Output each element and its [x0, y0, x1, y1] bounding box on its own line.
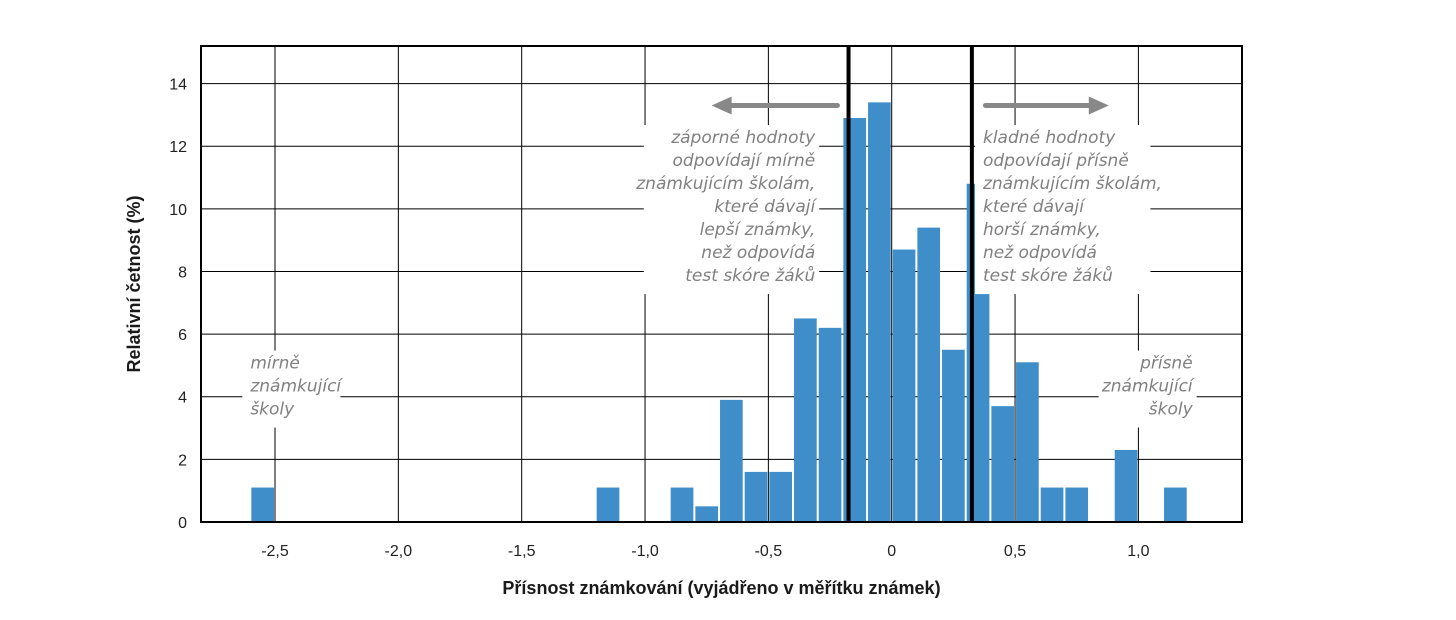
bar	[1040, 487, 1064, 522]
annotation-line: test skóre žáků	[685, 265, 815, 286]
bar	[1065, 487, 1089, 522]
y-tick-label: 6	[178, 327, 187, 344]
reference-lines	[846, 46, 974, 522]
bar	[1164, 487, 1187, 522]
y-tick-label: 4	[178, 390, 187, 407]
annotations: záporné hodnoty odpovídají mírně známkujíc…	[242, 125, 1197, 428]
strict-label: přísně známkující školy	[1101, 354, 1195, 420]
annotation-line: známkujícím školám,	[982, 174, 1162, 194]
bar	[695, 506, 719, 522]
x-tick-label: -2,5	[261, 543, 289, 560]
annotation-line: které dávají	[714, 197, 817, 217]
arrow-head	[1088, 96, 1109, 115]
annotation-background	[1098, 350, 1197, 428]
x-tick-label: -2,0	[385, 543, 413, 560]
y-axis-title: Relativní četnost (%)	[124, 195, 144, 372]
x-tick-label: -1,5	[508, 543, 536, 560]
bar	[818, 327, 842, 522]
annotation-line: odpovídají přísně	[983, 151, 1129, 171]
annotation-background	[242, 350, 341, 428]
annotation-line: záporné hodnoty	[670, 128, 816, 148]
bar	[670, 487, 694, 522]
x-tick-label: 1,0	[1127, 543, 1149, 560]
x-tick-label: 0	[887, 543, 896, 560]
annotation-background	[974, 125, 1151, 295]
annotation-line: než odpovídá	[701, 243, 815, 263]
y-axis-ticks: 0 2 4 6 8 10 12 14	[169, 77, 187, 532]
y-tick-label: 12	[169, 139, 187, 156]
annotation-line: test skóre žáků	[983, 265, 1113, 286]
bar	[720, 399, 743, 522]
bar	[917, 227, 941, 522]
bar	[744, 471, 768, 522]
y-tick-label: 14	[169, 77, 187, 94]
bar	[1114, 449, 1138, 522]
annotation-line: školy	[250, 400, 295, 420]
bar	[769, 471, 793, 522]
annotation-line: známkující	[1101, 377, 1195, 397]
annotation-line: přísně	[1139, 354, 1193, 374]
arrow-right-icon	[982, 96, 1109, 115]
bar	[1016, 362, 1039, 522]
x-tick-label: -1,0	[631, 543, 659, 560]
bar	[868, 102, 891, 523]
y-tick-label: 8	[178, 264, 187, 281]
annotation-line: kladné hodnoty	[983, 128, 1116, 148]
bar	[991, 406, 1015, 522]
annotation-line: lepší známky,	[700, 220, 816, 240]
x-tick-label: -0,5	[755, 543, 783, 560]
y-tick-label: 2	[178, 452, 187, 469]
bar	[892, 249, 916, 523]
annotation-line: které dávají	[983, 197, 1086, 217]
x-axis-ticks: -2,5 -2,0 -1,5 -1,0 -0,5 0 0,5 1,0	[261, 543, 1149, 560]
y-tick-label: 10	[169, 202, 187, 219]
right-note: kladné hodnoty odpovídají přísně známkujíc…	[982, 128, 1162, 286]
annotation-line: známkujícím školám,	[635, 174, 815, 194]
bar	[596, 487, 620, 522]
annotation-background	[643, 125, 820, 295]
direction-arrows	[711, 96, 1109, 115]
x-axis-title: Přísnost známkování (vyjádřeno v měřítku…	[502, 578, 940, 598]
x-tick-label: 0,5	[1004, 543, 1026, 560]
bars	[251, 102, 1187, 523]
bar	[251, 487, 275, 522]
arrow-left-icon	[711, 96, 840, 115]
annotation-line: školy	[1149, 400, 1194, 420]
annotation-line: mírně	[250, 354, 300, 374]
annotation-line: než odpovídá	[983, 243, 1097, 263]
bar	[794, 318, 817, 522]
annotation-line: horší známky,	[983, 220, 1101, 240]
bar	[942, 349, 965, 522]
left-note: záporné hodnoty odpovídají mírně známkujíc…	[635, 128, 817, 286]
arrow-head	[711, 96, 732, 115]
annotation-line: odpovídají mírně	[673, 151, 816, 171]
lenient-label: mírně známkující školy	[249, 354, 343, 420]
y-tick-label: 0	[178, 515, 187, 532]
plot-frame	[200, 45, 1243, 523]
annotation-line: známkující	[249, 377, 343, 397]
